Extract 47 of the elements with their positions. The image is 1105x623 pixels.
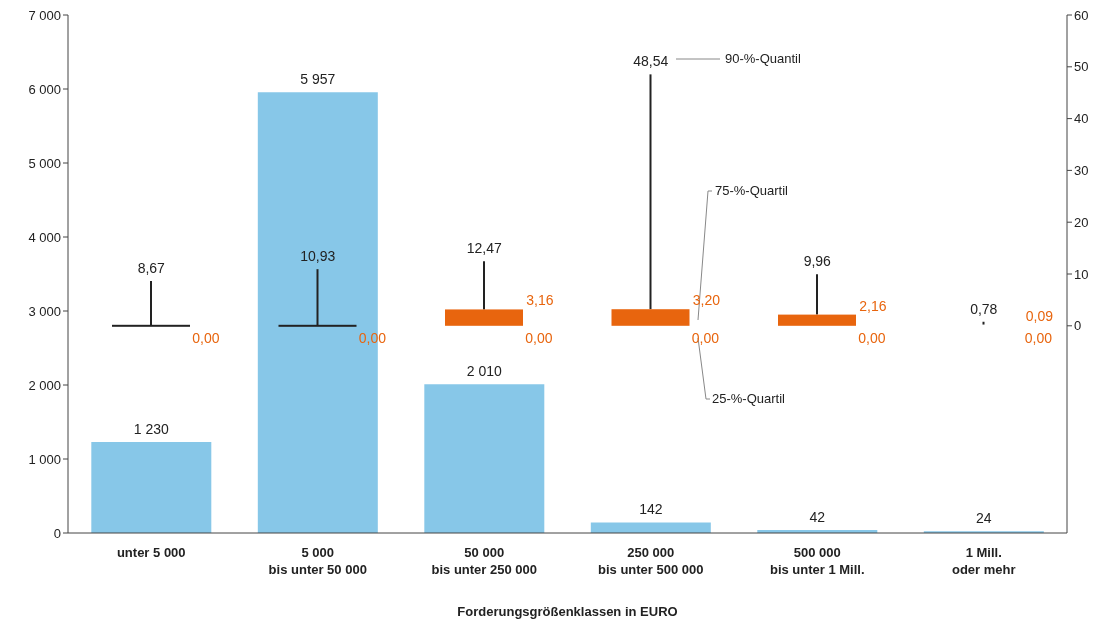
y-tick-label: 3 000 [28,303,61,319]
data-label: 2 010 [466,363,503,380]
y-tick-label: 1 000 [28,451,61,467]
x-tick-label: 500 000 bis unter 1 Mill. [769,545,865,577]
x-tick-label: 250 000 bis unter 500 000 [598,545,704,577]
annotation: 0,00 [858,329,886,346]
data-label: 24 [976,510,992,527]
annotation: 3,16 [526,292,554,309]
x-tick-label: unter 5 000 [116,545,186,560]
annotation: 12,47 [466,240,502,257]
annotation: 75-%-Quartil [715,183,789,198]
y2-tick-label: 10 [1074,266,1089,282]
y2-tick-label: 40 [1074,111,1089,127]
annotation: 0,78 [970,300,998,317]
annotation: 2,16 [859,297,887,314]
y2-tick-label: 50 [1074,59,1089,75]
x-axis-title: Forderungsgrößenklassen in EURO [457,604,678,619]
annotation: 0,09 [1025,308,1054,325]
x-tick-label: 1 Mill. oder mehr [951,545,1016,577]
x-tick-label: 50 000 bis unter 250 000 [431,545,537,577]
y-tick-label: 6 000 [28,81,61,97]
y2-tick-label: 30 [1074,163,1089,179]
y2-tick-label: 60 [1074,7,1089,23]
y-tick-label: 7 000 [28,7,61,23]
annotation: 90-%-Quantil [725,51,801,66]
annotation: 48,54 [633,53,669,70]
annotation: 0,00 [1024,329,1053,346]
annotation: 0,00 [691,329,720,346]
annotation: 0,00 [525,329,553,346]
annotation: 8,67 [137,259,166,276]
y-tick-label: 2 000 [28,377,61,393]
y2-tick-label: 20 [1074,214,1089,230]
y-tick-label: 4 000 [28,229,61,245]
data-label: 5 957 [300,71,336,88]
data-label: 42 [809,508,826,525]
annotation: 25-%-Quartil [712,391,786,406]
x-tick-label: 5 000 bis unter 50 000 [268,545,367,577]
annotation: 0,00 [358,329,387,346]
y2-tick-label: 0 [1074,318,1082,334]
data-label: 1 230 [133,420,170,437]
annotation: 0,00 [192,329,220,346]
data-label: 142 [639,501,663,518]
y-tick-label: 5 000 [28,155,61,171]
annotation: 9,96 [803,253,832,270]
annotation: 10,93 [300,248,336,265]
annotation: 3,20 [692,292,721,309]
y-tick-label: 0 [53,525,61,541]
